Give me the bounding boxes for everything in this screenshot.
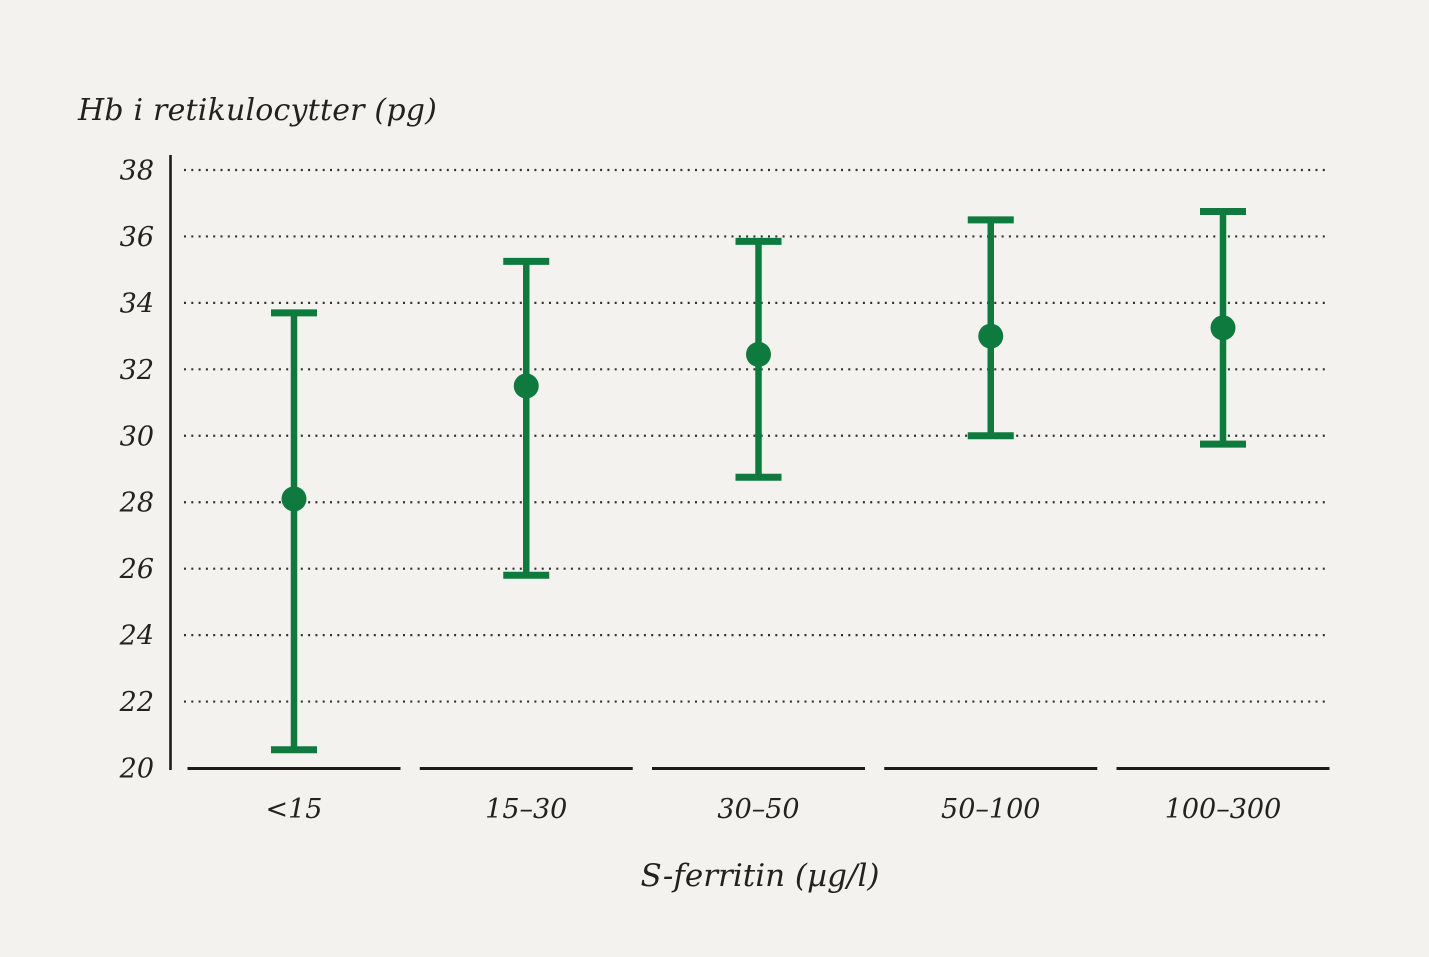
mean-dot — [978, 323, 1004, 349]
y-tick-label: 22 — [119, 687, 154, 718]
y-tick-label: 34 — [120, 288, 154, 319]
y-tick-label: 36 — [120, 222, 154, 253]
y-tick-label: 24 — [119, 621, 154, 652]
mean-dot — [281, 486, 307, 512]
y-tick-label: 38 — [120, 156, 154, 187]
x-tick-label: <15 — [266, 794, 323, 825]
mean-dot — [746, 341, 771, 367]
x-tick-label: 50–100 — [941, 794, 1040, 825]
x-tick-label: 15–30 — [485, 794, 567, 825]
mean-dot — [513, 373, 539, 399]
y-tick-label: 32 — [120, 355, 154, 386]
y-tick-label: 26 — [119, 554, 154, 585]
y-tick-label: 20 — [119, 754, 154, 785]
x-axis-title: S-ferritin (µg/l) — [640, 858, 880, 894]
y-tick-label: 30 — [120, 421, 154, 452]
y-axis-title: Hb i retikulocytter (pg) — [78, 93, 438, 128]
x-tick-label: 30–50 — [717, 794, 799, 825]
x-tick-label: 100–300 — [1165, 794, 1282, 825]
mean-dot — [1210, 315, 1236, 341]
y-tick-label: 28 — [119, 488, 154, 519]
